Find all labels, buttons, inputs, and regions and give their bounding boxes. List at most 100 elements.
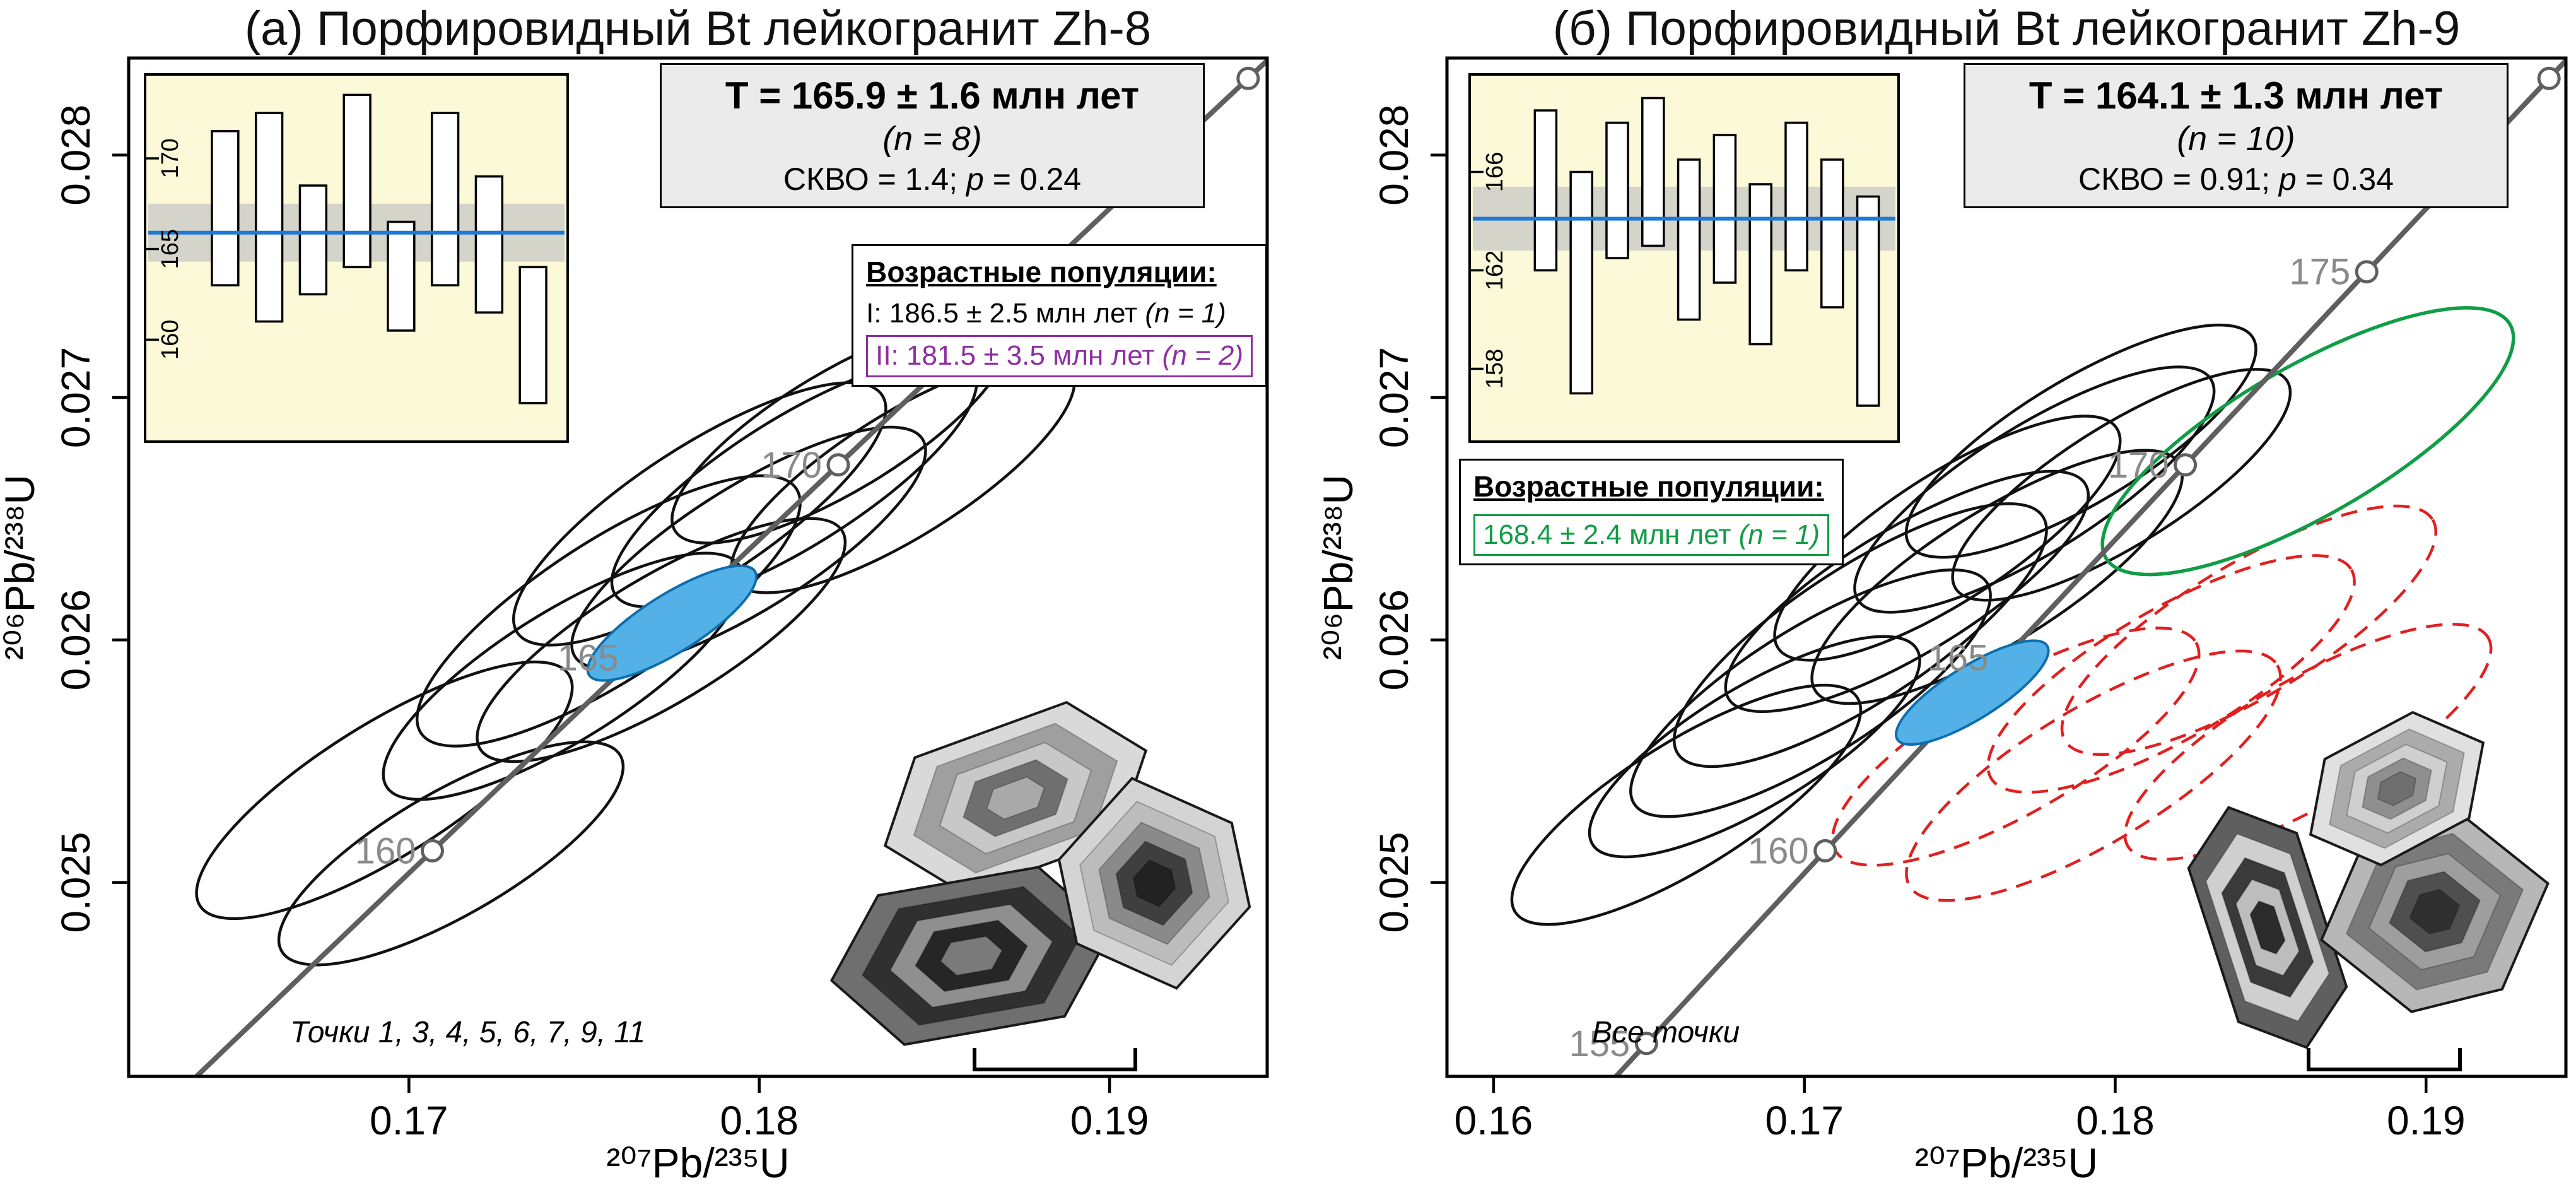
concordia-marker-label: 160 xyxy=(1748,830,1809,871)
zircon-zone xyxy=(1132,859,1176,907)
error-ellipse-black xyxy=(277,740,625,967)
concordia-age-marker-155 xyxy=(1634,1032,1658,1056)
y-tick-label: 0.025 xyxy=(53,832,98,933)
panel-a-title: (а) Порфировидный Bt лейкогранит Zh-8 xyxy=(244,2,1152,56)
inset-error-bar xyxy=(1677,158,1701,321)
age-populations-list: 168.4 ± 2.4 млн лет (n = 1) xyxy=(1473,510,1829,556)
concordia-marker-label: 165 xyxy=(558,638,619,679)
inset-error-bar xyxy=(1712,134,1737,284)
plot-border xyxy=(1445,56,2568,1078)
n-analyses-text: (n = 10) xyxy=(2177,120,2295,158)
mswd-text: СКВО = 1.4; p = 0.24 xyxy=(673,160,1191,199)
inset-error-bar xyxy=(342,93,372,269)
inset-error-bar xyxy=(1748,183,1772,346)
error-ellipse-black xyxy=(195,660,574,921)
zircon-zone xyxy=(2409,889,2461,934)
concordia-marker-label: 175 xyxy=(2289,252,2350,293)
error-ellipse-black xyxy=(1672,502,2048,768)
inset-y-tick-label: 162 xyxy=(1482,250,1508,290)
inset-error-bar xyxy=(430,112,460,286)
inset-error-bar xyxy=(1641,97,1665,247)
x-tick-label: 0.17 xyxy=(370,1098,448,1143)
p-symbol: p xyxy=(966,162,984,197)
age-populations-list: I: 186.5 ± 2.5 млн лет (n = 1) II: 181.5 … xyxy=(866,296,1253,377)
zircon-cl-image xyxy=(2187,806,2348,1049)
error-ellipse-red-dashed xyxy=(1905,649,2282,902)
y-tick-label: 0.028 xyxy=(53,105,98,206)
error-ellipse-red-dashed xyxy=(2123,623,2493,861)
error-ellipse-black xyxy=(1724,469,2090,714)
inset-error-bar xyxy=(1784,121,1808,272)
panel-b-title: (б) Порфировидный Bt лейкогранит Zh-9 xyxy=(1552,2,2461,56)
inset-y-tick-label: 158 xyxy=(1482,349,1508,389)
error-ellipse-black xyxy=(1904,323,2257,559)
x-tick-label: 0.19 xyxy=(2387,1098,2466,1143)
error-ellipse-black xyxy=(1773,415,2122,662)
concordia-age-marker-175 xyxy=(2355,260,2379,284)
p-value: = 0.34 xyxy=(2296,162,2394,197)
concordia-marker-label: 160 xyxy=(355,830,416,871)
age-populations-header: Возрастные популяции: xyxy=(1473,470,1824,503)
y-axis-title: ²⁰⁶Pb/²³⁸U xyxy=(1314,474,1361,660)
concordia-age-marker-160 xyxy=(1813,839,1837,862)
x-axis-title: ²⁰⁷Pb/²³⁵U xyxy=(1915,1139,2098,1186)
concordia-age-marker-170 xyxy=(2174,453,2198,477)
mswd-prefix: СКВО = 0.91; xyxy=(2078,162,2279,197)
age-populations-header: Возрастные популяции: xyxy=(866,256,1217,288)
inset-error-bar xyxy=(1820,158,1844,309)
concordia-age-text: T = 165.9 ± 1.6 млн лет xyxy=(725,74,1140,117)
p-symbol: p xyxy=(2278,162,2297,197)
inset-error-bar xyxy=(387,220,416,332)
zircon-zone xyxy=(939,936,1004,976)
inset-error-bar xyxy=(211,130,240,286)
error-ellipse-black xyxy=(1510,683,1863,926)
inset-error-bar xyxy=(298,184,328,296)
concordia-age-result-box-b: T = 164.1 ± 1.3 млн лет (n = 10) СКВО = … xyxy=(1964,63,2509,209)
mswd-text: СКВО = 0.91; p = 0.34 xyxy=(1977,160,2495,199)
error-ellipse-green xyxy=(2100,306,2515,577)
population-item: I: 186.5 ± 2.5 млн лет (n = 1) xyxy=(866,297,1226,329)
y-tick-label: 0.027 xyxy=(1371,347,1417,448)
error-ellipse-black xyxy=(1588,635,1921,859)
included-points-label: Все точки xyxy=(1592,1016,1740,1049)
concordia-age-marker-180 xyxy=(1236,66,1260,90)
zircon-cl-image xyxy=(2309,710,2485,867)
inset-y-tick-label: 165 xyxy=(157,229,184,269)
age-populations-box-b: Возрастные популяции: 168.4 ± 2.4 млн ле… xyxy=(1459,459,1844,566)
x-tick-label: 0.17 xyxy=(1765,1098,1844,1143)
y-tick-label: 0.026 xyxy=(1371,589,1417,690)
included-points-label: Точки 1, 3, 4, 5, 6, 7, 9, 11 xyxy=(290,1016,645,1049)
inset-error-bar xyxy=(474,175,504,314)
x-tick-label: 0.18 xyxy=(2076,1098,2155,1143)
inset-error-bar xyxy=(1856,195,1880,407)
concordia-marker-label: 170 xyxy=(761,445,822,486)
y-tick-label: 0.025 xyxy=(1371,832,1417,933)
inset-y-tick-label: 166 xyxy=(1482,152,1508,192)
zircon-scale-bar xyxy=(973,1048,1137,1071)
concordia-marker-label: 165 xyxy=(1928,638,1989,679)
zircon-cl-image xyxy=(1057,777,1251,990)
concordia-age-result-box-a: T = 165.9 ± 1.6 млн лет (n = 8) СКВО = 1… xyxy=(660,63,1205,209)
zircon-scale-bar xyxy=(2307,1048,2462,1071)
error-ellipse-red-dashed xyxy=(1986,554,2356,794)
y-tick-label: 0.026 xyxy=(53,589,98,690)
concordia-marker-label: 155 xyxy=(1569,1023,1630,1064)
y-axis-title: ²⁰⁶Pb/²³⁸U xyxy=(0,474,43,660)
concordia-age-marker-180 xyxy=(2537,66,2561,90)
error-ellipse-black xyxy=(570,425,927,670)
x-tick-label: 0.18 xyxy=(720,1098,799,1143)
inset-y-tick-label: 170 xyxy=(157,138,184,178)
x-axis-title: ²⁰⁷Pb/²³⁵U xyxy=(606,1139,789,1186)
inset-error-bar xyxy=(1605,121,1629,259)
zircon-zone xyxy=(2377,771,2417,806)
age-populations-box-a: Возрастные популяции: I: 186.5 ± 2.5 млн… xyxy=(852,244,1267,387)
n-analyses-text: (n = 8) xyxy=(882,120,982,158)
error-ellipse-black xyxy=(476,517,847,763)
inset-error-bar xyxy=(1533,109,1558,272)
concordia-age-ellipse xyxy=(586,564,758,682)
mswd-prefix: СКВО = 1.4; xyxy=(783,162,966,197)
inset-error-bar xyxy=(518,266,547,404)
error-ellipse-red-dashed xyxy=(1831,627,2201,867)
inset-error-bar xyxy=(1569,170,1593,395)
